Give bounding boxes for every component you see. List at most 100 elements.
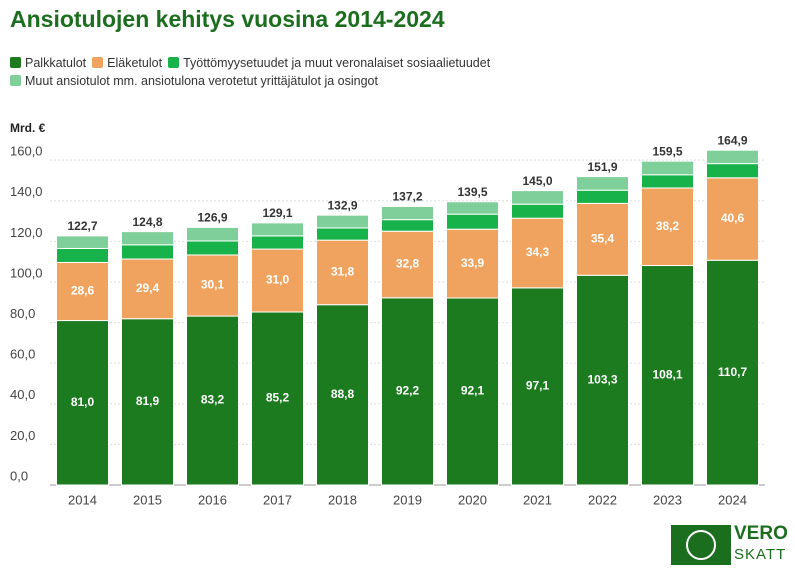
bar-segment — [121, 318, 174, 486]
legend: Palkkatulot Eläketulot Työttömyysetuudet j… — [10, 54, 570, 90]
bar-segment — [316, 227, 369, 241]
bar-segment — [446, 213, 499, 230]
total-label: 139,5 — [457, 185, 487, 199]
bar-segment — [381, 219, 434, 232]
value-label: 81,9 — [136, 394, 160, 408]
logo-text: VERO — [734, 523, 788, 544]
legend-label: Työttömyysetuudet ja muut veronalaiset s… — [183, 56, 491, 70]
legend-label: Palkkatulot — [25, 56, 87, 70]
total-label: 159,5 — [652, 144, 682, 158]
value-label: 38,2 — [656, 219, 680, 233]
bar-segment — [121, 231, 174, 246]
total-label: 164,9 — [717, 133, 747, 147]
value-label: 97,1 — [526, 379, 550, 393]
bar-segment — [186, 226, 239, 242]
x-tick-label: 2024 — [718, 492, 747, 507]
bar-segment — [121, 258, 174, 320]
bar-segment — [381, 297, 434, 486]
value-label: 35,4 — [591, 232, 615, 246]
x-tick-label: 2018 — [328, 492, 357, 507]
bar-segment — [446, 228, 499, 299]
bar-segment — [251, 311, 304, 486]
total-label: 132,9 — [327, 198, 357, 212]
x-tick-label: 2020 — [458, 492, 487, 507]
x-tick-label: 2016 — [198, 492, 227, 507]
legend-item: Eläketulot — [92, 54, 162, 72]
bar-segment — [576, 202, 629, 276]
bar-segment — [381, 205, 434, 221]
value-label: 29,4 — [136, 281, 160, 295]
bar-segment — [56, 235, 109, 249]
value-label: 85,2 — [266, 391, 290, 405]
bar-segment — [56, 320, 109, 486]
y-tick-label: 20,0 — [10, 428, 35, 443]
bar-segment — [251, 235, 304, 250]
bar-segment — [381, 230, 434, 299]
bar-segment — [446, 297, 499, 486]
value-label: 88,8 — [331, 387, 355, 401]
bar-segment — [706, 259, 759, 486]
bar-segment — [641, 174, 694, 189]
total-label: 126,9 — [197, 211, 227, 225]
value-label: 34,3 — [526, 245, 550, 259]
chart-title: Ansiotulojen kehitys vuosina 2014-2024 — [10, 6, 445, 32]
legend-swatch — [10, 75, 21, 86]
value-label: 31,0 — [266, 273, 290, 287]
x-tick-label: 2015 — [133, 492, 162, 507]
bar-segment — [186, 315, 239, 486]
bar-segment — [446, 201, 499, 215]
x-tick-label: 2021 — [523, 492, 552, 507]
bar-segment — [706, 177, 759, 261]
legend-item: Muut ansiotulot mm. ansiotulona verotetu… — [10, 72, 378, 90]
y-tick-label: 80,0 — [10, 306, 35, 321]
total-label: 122,7 — [67, 219, 97, 233]
value-label: 83,2 — [201, 393, 225, 407]
legend-label: Muut ansiotulot mm. ansiotulona verotetu… — [25, 74, 378, 88]
bar-segment — [316, 239, 369, 306]
legend-swatch — [168, 57, 180, 68]
total-label: 124,8 — [132, 215, 162, 229]
legend-swatch — [92, 57, 104, 68]
bar-segment — [251, 248, 304, 313]
bar-segment — [316, 304, 369, 486]
y-tick-label: 160,0 — [10, 144, 43, 159]
x-tick-label: 2019 — [393, 492, 422, 507]
value-label: 28,6 — [71, 284, 95, 298]
bar-segment — [641, 160, 694, 176]
bar-segment — [576, 274, 629, 486]
value-label: 92,2 — [396, 384, 420, 398]
x-tick-label: 2014 — [68, 492, 97, 507]
legend-item: Palkkatulot — [10, 54, 86, 72]
bar-segment — [576, 189, 629, 204]
y-tick-label: 120,0 — [10, 225, 43, 240]
value-label: 31,8 — [331, 265, 355, 279]
y-tick-label: 40,0 — [10, 387, 35, 402]
value-label: 30,1 — [201, 278, 225, 292]
y-tick-label: 60,0 — [10, 347, 35, 362]
bar-segment — [186, 240, 239, 256]
value-label: 108,1 — [652, 367, 682, 381]
bar-segment — [511, 287, 564, 486]
y-tick-label: 100,0 — [10, 265, 43, 280]
legend-item: Työttömyysetuudet ja muut veronalaiset s… — [168, 54, 490, 72]
total-label: 145,0 — [522, 174, 552, 188]
logo: VERO SKATT — [671, 523, 788, 565]
value-label: 103,3 — [587, 372, 617, 386]
bar-segment — [641, 265, 694, 486]
bar-segment — [251, 222, 304, 237]
x-tick-label: 2017 — [263, 492, 292, 507]
legend-swatch — [10, 57, 21, 68]
value-label: 40,6 — [721, 211, 745, 225]
y-tick-label: 0,0 — [10, 468, 28, 483]
logo-text: SKATT — [734, 546, 786, 563]
y-tick-label: 140,0 — [10, 184, 43, 199]
logo-emblem — [686, 530, 716, 560]
legend-label: Eläketulot — [107, 56, 163, 70]
bar-segment — [56, 261, 109, 322]
value-label: 81,0 — [71, 395, 95, 409]
x-tick-label: 2022 — [588, 492, 617, 507]
total-label: 151,9 — [587, 160, 617, 174]
y-axis-label: Mrd. € — [10, 121, 46, 135]
